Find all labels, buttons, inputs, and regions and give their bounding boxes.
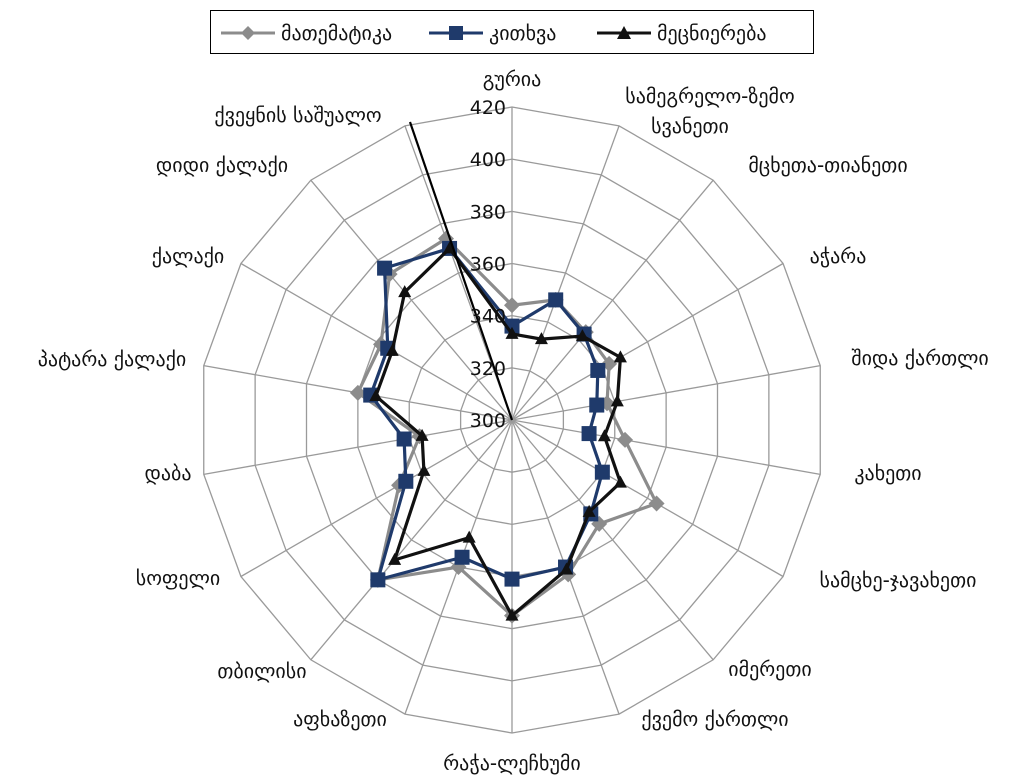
data-point	[534, 332, 548, 345]
legend-item-reading: კითხვა	[425, 11, 556, 55]
tick-label-320: 320	[470, 358, 506, 380]
data-point	[505, 326, 519, 339]
legend-label-math: მათემატიკა	[281, 21, 393, 45]
series-layer	[349, 121, 665, 624]
legend: მათემატიკა კითხვა მეცნიერება	[210, 10, 814, 54]
category-label: შიდა ქართლი	[851, 346, 989, 370]
category-label: სვანეთი	[651, 114, 729, 138]
category-label: ქვემო ქართლი	[641, 707, 788, 731]
data-point	[610, 394, 624, 407]
data-point	[396, 431, 412, 447]
data-point	[582, 504, 596, 517]
category-label: დიდი ქალაქი	[156, 153, 288, 177]
data-point	[370, 572, 386, 588]
tick-label-360: 360	[470, 254, 506, 276]
data-point	[548, 292, 564, 308]
legend-item-math: მათემატიკა	[217, 11, 392, 55]
legend-square-icon	[429, 26, 483, 40]
annotation-line	[408, 121, 514, 421]
data-point	[385, 343, 399, 356]
data-point	[349, 384, 366, 401]
tick-label-400: 400	[470, 149, 506, 171]
tick-label-380: 380	[470, 201, 506, 223]
grid-spoke	[310, 419, 513, 661]
data-point	[575, 329, 589, 342]
category-label: გურია	[483, 67, 542, 91]
data-point	[613, 475, 627, 488]
category-label: მცხეთა-თიანეთი	[748, 153, 907, 177]
tick-label-340: 340	[470, 306, 506, 328]
data-point	[589, 397, 605, 413]
category-labels: გურია სამეგრელო-ზემო სვანეთი მცხეთა-თიანეთი…	[38, 67, 989, 775]
category-label: ქვეყნის საშუალო	[214, 103, 381, 127]
data-point	[613, 350, 627, 363]
data-point	[597, 429, 611, 442]
legend-label-science: მეცნიერება	[657, 21, 767, 45]
data-point	[590, 362, 606, 378]
grid-spoke	[511, 419, 714, 661]
data-point	[462, 530, 476, 543]
category-label: სოფელი	[136, 566, 220, 590]
tick-label-420: 420	[470, 97, 506, 119]
grid-spoke	[511, 365, 821, 421]
data-point	[377, 260, 393, 276]
grid-spoke	[511, 419, 821, 475]
data-point	[398, 285, 412, 298]
category-label: ქალაქი	[152, 244, 224, 268]
data-point	[388, 552, 402, 565]
data-point	[594, 464, 610, 480]
data-point	[454, 549, 470, 565]
grid-spoke	[511, 125, 620, 421]
data-point	[398, 473, 414, 489]
data-point	[617, 431, 634, 448]
category-label: სამცხე-ჯავახეთი	[820, 568, 977, 592]
grid-spoke	[511, 419, 784, 578]
category-label: სამეგრელო-ზემო	[625, 84, 794, 108]
category-label: აფხაზეთი	[293, 707, 387, 731]
data-point	[505, 608, 519, 621]
legend-item-science: მეცნიერება	[593, 11, 767, 55]
data-point	[648, 495, 665, 512]
grid-spoke	[511, 262, 784, 421]
radial-tick-labels: 300 320 340 360 380 400 420	[470, 97, 506, 432]
tick-label-300: 300	[470, 410, 506, 432]
category-label: დაბა	[144, 461, 191, 485]
data-point	[369, 388, 383, 401]
legend-triangle-icon	[597, 26, 651, 39]
radar-grid	[203, 106, 821, 734]
grid-spoke	[240, 419, 513, 578]
data-point	[559, 562, 573, 575]
category-label: კახეთი	[854, 461, 921, 485]
legend-label-reading: კითხვა	[489, 21, 557, 45]
category-label: რაჭა-ლეჩხუმი	[443, 751, 580, 775]
category-label: იმერეთი	[728, 657, 811, 681]
grid-spoke	[203, 419, 513, 475]
data-point	[581, 426, 597, 442]
data-point	[417, 463, 431, 476]
data-point	[504, 297, 520, 314]
category-label: პატარა ქალაქი	[38, 347, 186, 371]
grid-spoke	[511, 179, 714, 421]
data-point	[504, 571, 520, 587]
grid-spoke	[310, 179, 513, 421]
legend-diamond-icon	[221, 26, 275, 40]
category-label: თბილისი	[217, 659, 306, 683]
data-point	[415, 428, 429, 441]
series-2	[369, 241, 627, 621]
category-label: აჭარა	[810, 244, 867, 268]
